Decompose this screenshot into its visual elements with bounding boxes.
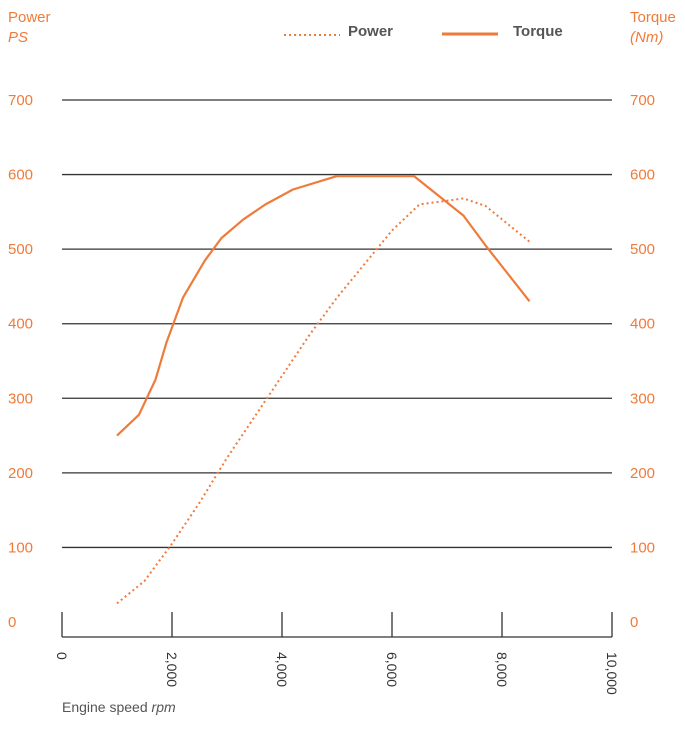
y-tick-label-right: 100: [630, 539, 655, 556]
data-point-power: [144, 580, 146, 582]
data-point-torque: [380, 175, 382, 177]
x-tick-label: 0: [54, 652, 70, 660]
y-tick-label-left: 500: [8, 241, 33, 258]
data-point-power: [171, 543, 173, 545]
data-point-torque: [116, 435, 118, 437]
x-axis-caption: Engine speed rpm: [62, 699, 176, 715]
y-tick-label-right: 500: [630, 241, 655, 258]
legend-label-torque: Torque: [513, 23, 563, 40]
data-point-power: [419, 204, 421, 206]
legend-label-power: Power: [348, 23, 393, 40]
data-point-torque: [265, 204, 267, 206]
x-tick-label: 10,000: [604, 652, 620, 695]
data-point-torque: [138, 414, 140, 416]
y-tick-label-left: 400: [8, 316, 33, 333]
y-tick-label-right: 300: [630, 390, 655, 407]
y-tick-label-right: 600: [630, 167, 655, 184]
data-point-power: [463, 198, 465, 200]
data-point-power: [199, 502, 201, 504]
data-point-power: [226, 457, 228, 459]
data-point-torque: [485, 245, 487, 247]
data-point-power: [254, 416, 256, 418]
data-point-torque: [221, 237, 223, 239]
legend: Power Torque: [284, 23, 563, 40]
y-tick-label-left: 300: [8, 390, 33, 407]
x-tick-label: 4,000: [274, 652, 290, 687]
data-point-power: [336, 297, 338, 299]
y-tick-label-right: 700: [630, 92, 655, 109]
y-tick-label-left: 100: [8, 539, 33, 556]
series-line-power: [116, 197, 531, 605]
left-axis-title: Power: [8, 9, 51, 26]
data-point-torque: [292, 189, 294, 191]
y-tick-label-left: 200: [8, 465, 33, 482]
y-tick-label-right: 0: [630, 614, 638, 631]
data-point-power: [485, 205, 487, 207]
right-axis-title: Torque: [630, 9, 676, 26]
data-point-torque: [413, 175, 415, 177]
y-tick-label-left: 600: [8, 167, 33, 184]
data-point-power: [529, 241, 531, 243]
left-axis-unit: PS: [8, 29, 28, 46]
data-point-power: [391, 230, 393, 232]
y-tick-label-left: 700: [8, 92, 33, 109]
x-axis-unit: rpm: [152, 699, 176, 715]
y-tick-label-right: 400: [630, 316, 655, 333]
series-lines: [116, 175, 531, 605]
data-point-torque: [463, 215, 465, 217]
data-point-power: [281, 375, 283, 377]
data-point-torque: [204, 260, 206, 262]
x-tick-label: 2,000: [164, 652, 180, 687]
data-point-torque: [529, 301, 531, 303]
data-point-power: [116, 603, 118, 605]
right-axis-unit: (Nm): [630, 29, 663, 46]
data-point-torque: [182, 297, 184, 299]
grid: [61, 99, 613, 638]
x-axis-label: Engine speed: [62, 699, 148, 715]
data-point-torque: [336, 175, 338, 177]
axis-ticks: 0 0 100 100 200 200 300 300 400 400 500 500 600 600 70…: [8, 92, 655, 695]
data-point-power: [364, 263, 366, 265]
data-point-power: [309, 334, 311, 336]
y-tick-label-left: 0: [8, 614, 16, 631]
series-line-torque: [116, 175, 531, 437]
y-tick-label-right: 200: [630, 465, 655, 482]
x-tick-label: 6,000: [384, 652, 400, 687]
data-point-torque: [166, 342, 168, 344]
x-tick-label: 8,000: [494, 652, 510, 687]
data-point-torque: [155, 379, 157, 381]
data-point-torque: [243, 219, 245, 221]
